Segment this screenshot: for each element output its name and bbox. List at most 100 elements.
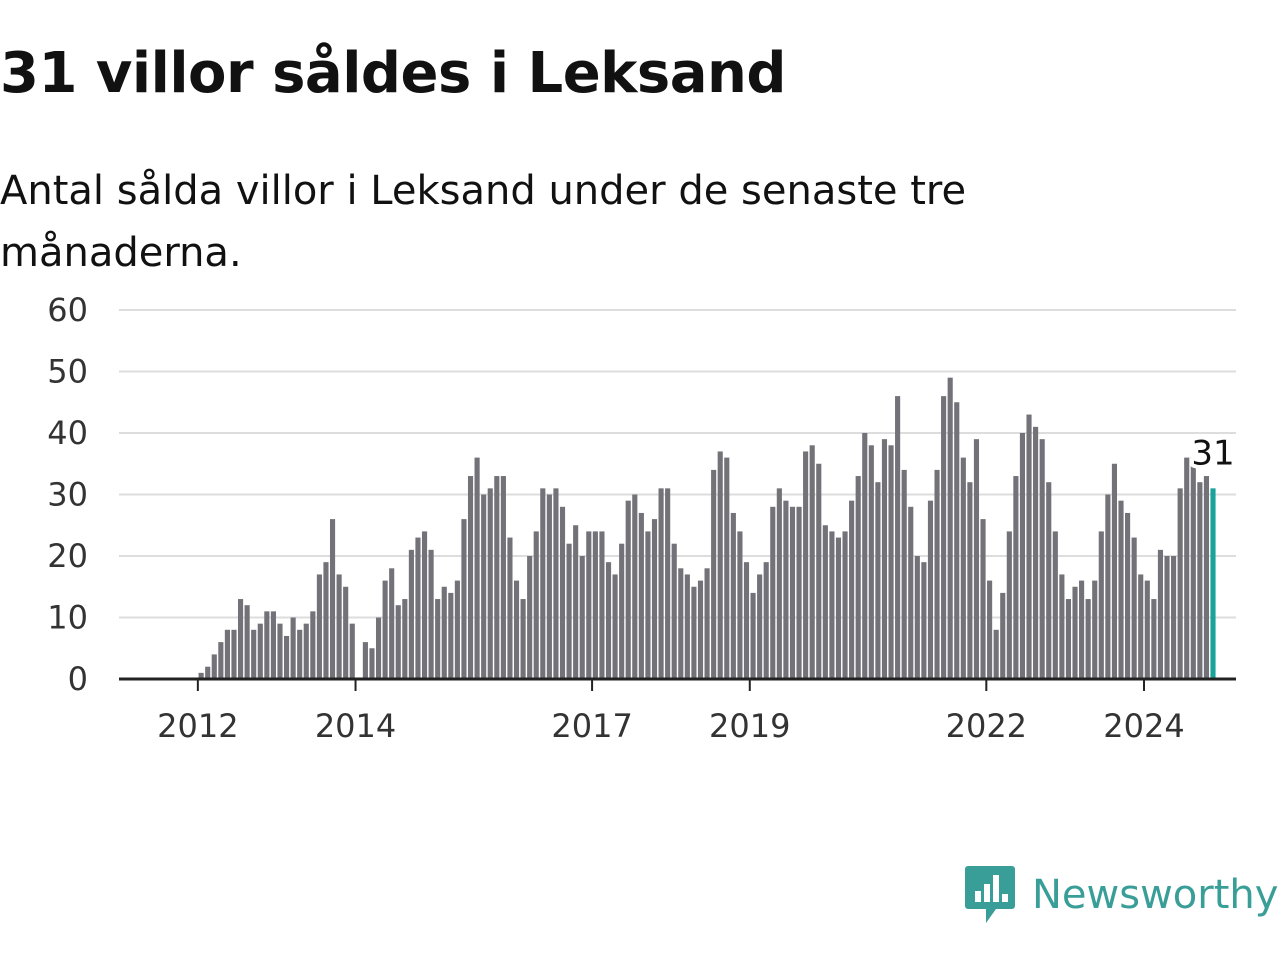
y-tick-label: 10 (47, 599, 88, 637)
bar (297, 629, 303, 679)
bar (1072, 586, 1078, 679)
bar (855, 476, 861, 679)
x-tick-label: 2022 (946, 707, 1027, 745)
bar (329, 519, 336, 679)
bar (724, 457, 730, 679)
bar (612, 574, 618, 679)
bar (540, 488, 546, 679)
y-tick-label: 0 (68, 660, 88, 698)
bar (415, 537, 421, 679)
bar (862, 433, 868, 679)
bar (987, 580, 993, 679)
bar (454, 580, 460, 679)
bar (1190, 457, 1196, 679)
y-tick-label: 50 (47, 353, 88, 391)
bar (566, 543, 572, 679)
bar (1079, 580, 1085, 679)
bar (638, 512, 644, 679)
bar (776, 488, 782, 679)
bar (1151, 599, 1157, 679)
bar (573, 525, 579, 679)
page-title: 31 villor såldes i Leksand (0, 41, 786, 106)
bar (1033, 426, 1039, 679)
bar (684, 574, 690, 679)
bar (743, 562, 750, 679)
bar (711, 469, 717, 679)
bar (244, 605, 250, 679)
bar (224, 629, 230, 679)
bar (1184, 457, 1190, 679)
brand-name: Newsworthy (1032, 872, 1279, 918)
bar (947, 377, 953, 679)
bar (487, 488, 493, 679)
bar (533, 531, 539, 679)
bar (842, 531, 848, 679)
bar (1105, 494, 1111, 679)
bar (435, 599, 441, 679)
bar (783, 500, 789, 679)
bar (1092, 580, 1098, 679)
bar (1098, 531, 1104, 679)
y-tick-label: 30 (47, 476, 88, 514)
bar (218, 642, 224, 679)
bar (1138, 574, 1144, 679)
bar (362, 642, 368, 679)
bar (231, 629, 237, 679)
bar (763, 562, 769, 679)
bar (697, 580, 704, 679)
bar (237, 599, 244, 679)
bar (1164, 556, 1170, 679)
bar (1019, 433, 1026, 679)
bar (494, 476, 500, 679)
bar (737, 531, 743, 679)
bar (1065, 599, 1072, 679)
bar (868, 445, 874, 679)
bar (1111, 463, 1118, 679)
bar (395, 605, 401, 679)
bar (980, 519, 986, 679)
bar (789, 506, 796, 679)
bar (717, 451, 723, 679)
bar (678, 568, 684, 679)
bar (1171, 556, 1177, 679)
bar (441, 586, 447, 679)
y-tick-label: 20 (47, 537, 88, 575)
bar (941, 396, 947, 679)
bar (369, 648, 375, 679)
bar (1059, 574, 1065, 679)
bar (645, 531, 651, 679)
bar (1046, 482, 1052, 679)
bar (875, 482, 881, 679)
x-tick-label: 2014 (315, 707, 396, 745)
bar (467, 476, 474, 679)
bar (619, 543, 625, 679)
bar (264, 611, 270, 679)
bar (921, 562, 927, 679)
bar (303, 623, 309, 679)
bar (310, 611, 316, 679)
bar (822, 525, 828, 679)
bar (888, 445, 894, 679)
bar (829, 531, 835, 679)
bar (343, 586, 349, 679)
bar (901, 469, 907, 679)
bar (934, 469, 940, 679)
bar (895, 396, 901, 679)
bar (1013, 476, 1019, 679)
bar (967, 482, 973, 679)
bar (809, 445, 815, 679)
bar (632, 494, 638, 679)
bar (599, 531, 605, 679)
bar (257, 623, 263, 679)
bar (1000, 592, 1006, 679)
x-tick-label: 2019 (709, 707, 790, 745)
bar (559, 506, 566, 679)
bar (553, 488, 559, 679)
bar (205, 666, 211, 679)
bar (973, 439, 980, 679)
bar (402, 599, 408, 679)
bar (658, 488, 664, 679)
bar (671, 543, 677, 679)
chart-axes (119, 677, 1236, 691)
chart-labels: 0 10 20 30 40 50 60 2012 2014 2017 2019 2022 2024 31 (47, 291, 1238, 745)
